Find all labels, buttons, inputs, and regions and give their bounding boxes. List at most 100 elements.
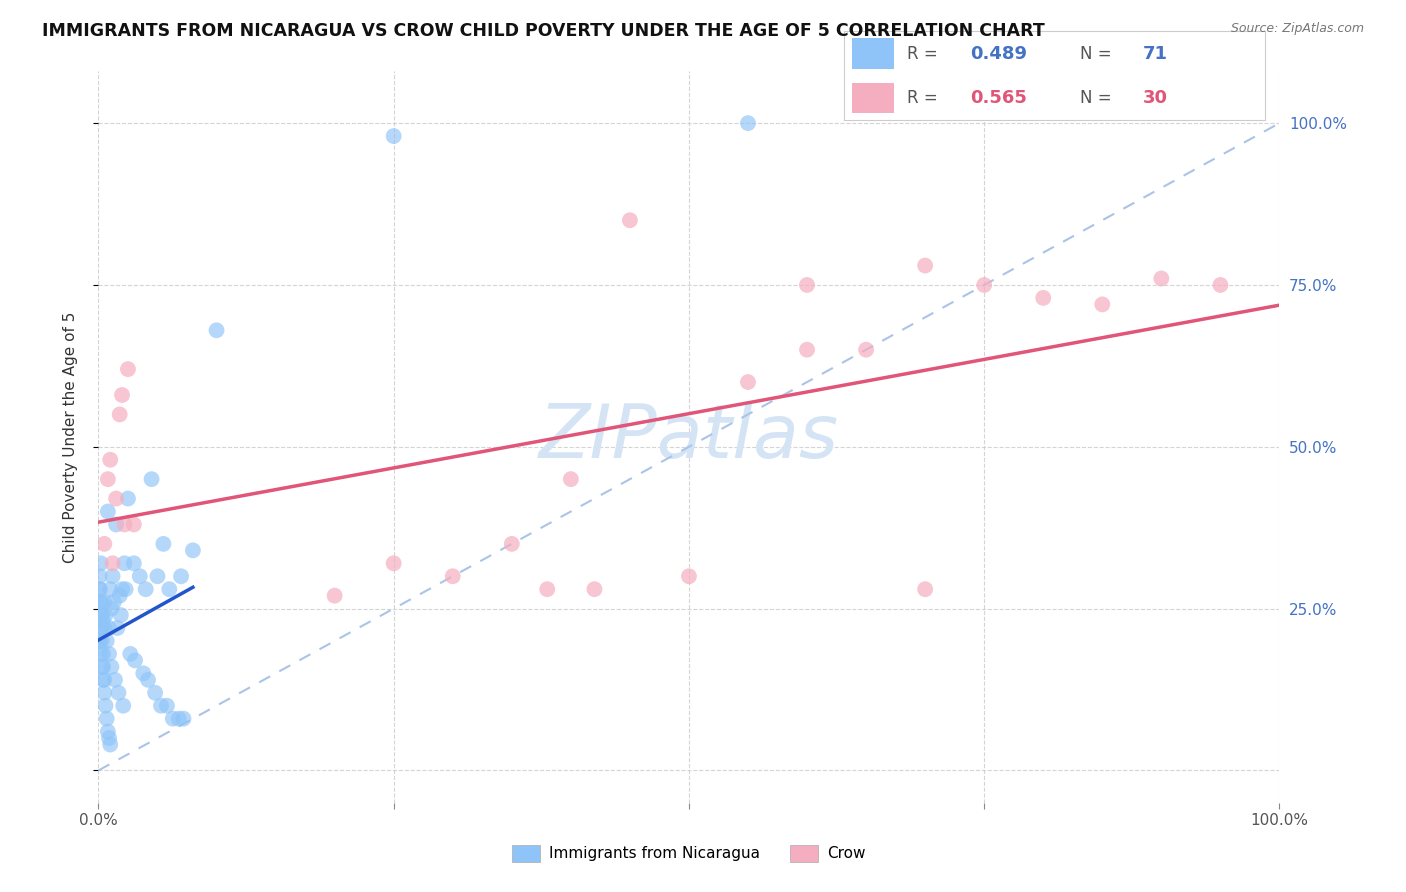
Point	[132, 666, 155, 681]
Point	[105, 621, 128, 635]
Point	[98, 738, 121, 752]
Text: 0.489: 0.489	[970, 45, 1028, 62]
Text: 0.565: 0.565	[970, 89, 1026, 107]
Point	[156, 698, 179, 713]
Point	[89, 569, 111, 583]
Point	[112, 698, 135, 713]
Point	[172, 712, 194, 726]
Point	[157, 582, 180, 597]
Point	[152, 537, 174, 551]
Point	[205, 323, 228, 337]
Text: IMMIGRANTS FROM NICARAGUA VS CROW CHILD POVERTY UNDER THE AGE OF 5 CORRELATION C: IMMIGRANTS FROM NICARAGUA VS CROW CHILD …	[42, 22, 1045, 40]
Text: R =: R =	[907, 89, 943, 107]
Point	[93, 621, 115, 635]
Point	[141, 472, 163, 486]
Point	[122, 517, 145, 532]
Point	[91, 647, 114, 661]
Point	[112, 517, 135, 532]
Point	[678, 569, 700, 583]
Point	[89, 634, 111, 648]
Point	[560, 472, 582, 486]
Point	[441, 569, 464, 583]
Point	[93, 595, 115, 609]
Point	[89, 582, 111, 597]
Text: R =: R =	[907, 45, 943, 62]
Point	[97, 724, 120, 739]
Point	[111, 582, 134, 597]
Point	[89, 634, 111, 648]
Point	[108, 408, 131, 422]
Point	[737, 116, 759, 130]
Point	[105, 517, 128, 532]
Point	[90, 557, 112, 571]
Point	[167, 712, 190, 726]
Point	[103, 595, 125, 609]
Point	[162, 712, 184, 726]
Point	[146, 569, 169, 583]
Point	[104, 673, 127, 687]
Point	[96, 712, 118, 726]
Point	[98, 731, 121, 745]
Point	[1091, 297, 1114, 311]
Point	[110, 608, 132, 623]
FancyBboxPatch shape	[852, 38, 894, 69]
Point	[91, 673, 114, 687]
Point	[914, 582, 936, 597]
Point	[97, 504, 120, 518]
Point	[91, 660, 114, 674]
Point	[90, 608, 112, 623]
Point	[98, 621, 121, 635]
Point	[737, 375, 759, 389]
Point	[94, 698, 117, 713]
Text: N =: N =	[1080, 89, 1116, 107]
Point	[89, 582, 111, 597]
Point	[181, 543, 204, 558]
Point	[855, 343, 877, 357]
Point	[382, 557, 405, 571]
Point	[93, 537, 115, 551]
Point	[143, 686, 166, 700]
Point	[1150, 271, 1173, 285]
Text: 30: 30	[1143, 89, 1168, 107]
Point	[101, 557, 124, 571]
FancyBboxPatch shape	[852, 83, 894, 113]
Point	[501, 537, 523, 551]
Point	[583, 582, 606, 597]
Point	[323, 589, 346, 603]
Point	[91, 621, 114, 635]
Point	[91, 660, 114, 674]
Point	[135, 582, 157, 597]
Point	[536, 582, 558, 597]
Point	[98, 452, 121, 467]
Point	[1209, 277, 1232, 292]
Point	[796, 277, 818, 292]
Point	[90, 595, 112, 609]
Point	[382, 129, 405, 144]
Text: Source: ZipAtlas.com: Source: ZipAtlas.com	[1230, 22, 1364, 36]
Point	[120, 647, 142, 661]
Point	[94, 608, 117, 623]
Text: ZIPatlas: ZIPatlas	[538, 401, 839, 473]
Point	[114, 582, 136, 597]
Point	[124, 653, 146, 667]
Point	[136, 673, 159, 687]
Point	[122, 557, 145, 571]
Point	[90, 647, 112, 661]
Point	[973, 277, 995, 292]
Point	[150, 698, 173, 713]
Point	[101, 569, 124, 583]
Point	[796, 343, 818, 357]
Point	[91, 634, 114, 648]
Point	[100, 601, 122, 615]
Text: N =: N =	[1080, 45, 1116, 62]
Point	[98, 647, 121, 661]
Point	[97, 472, 120, 486]
Point	[91, 615, 114, 629]
Point	[105, 491, 128, 506]
Point	[170, 569, 193, 583]
Point	[100, 660, 122, 674]
Point	[619, 213, 641, 227]
Legend: Immigrants from Nicaragua, Crow: Immigrants from Nicaragua, Crow	[506, 838, 872, 868]
Text: 71: 71	[1143, 45, 1168, 62]
Point	[111, 388, 134, 402]
